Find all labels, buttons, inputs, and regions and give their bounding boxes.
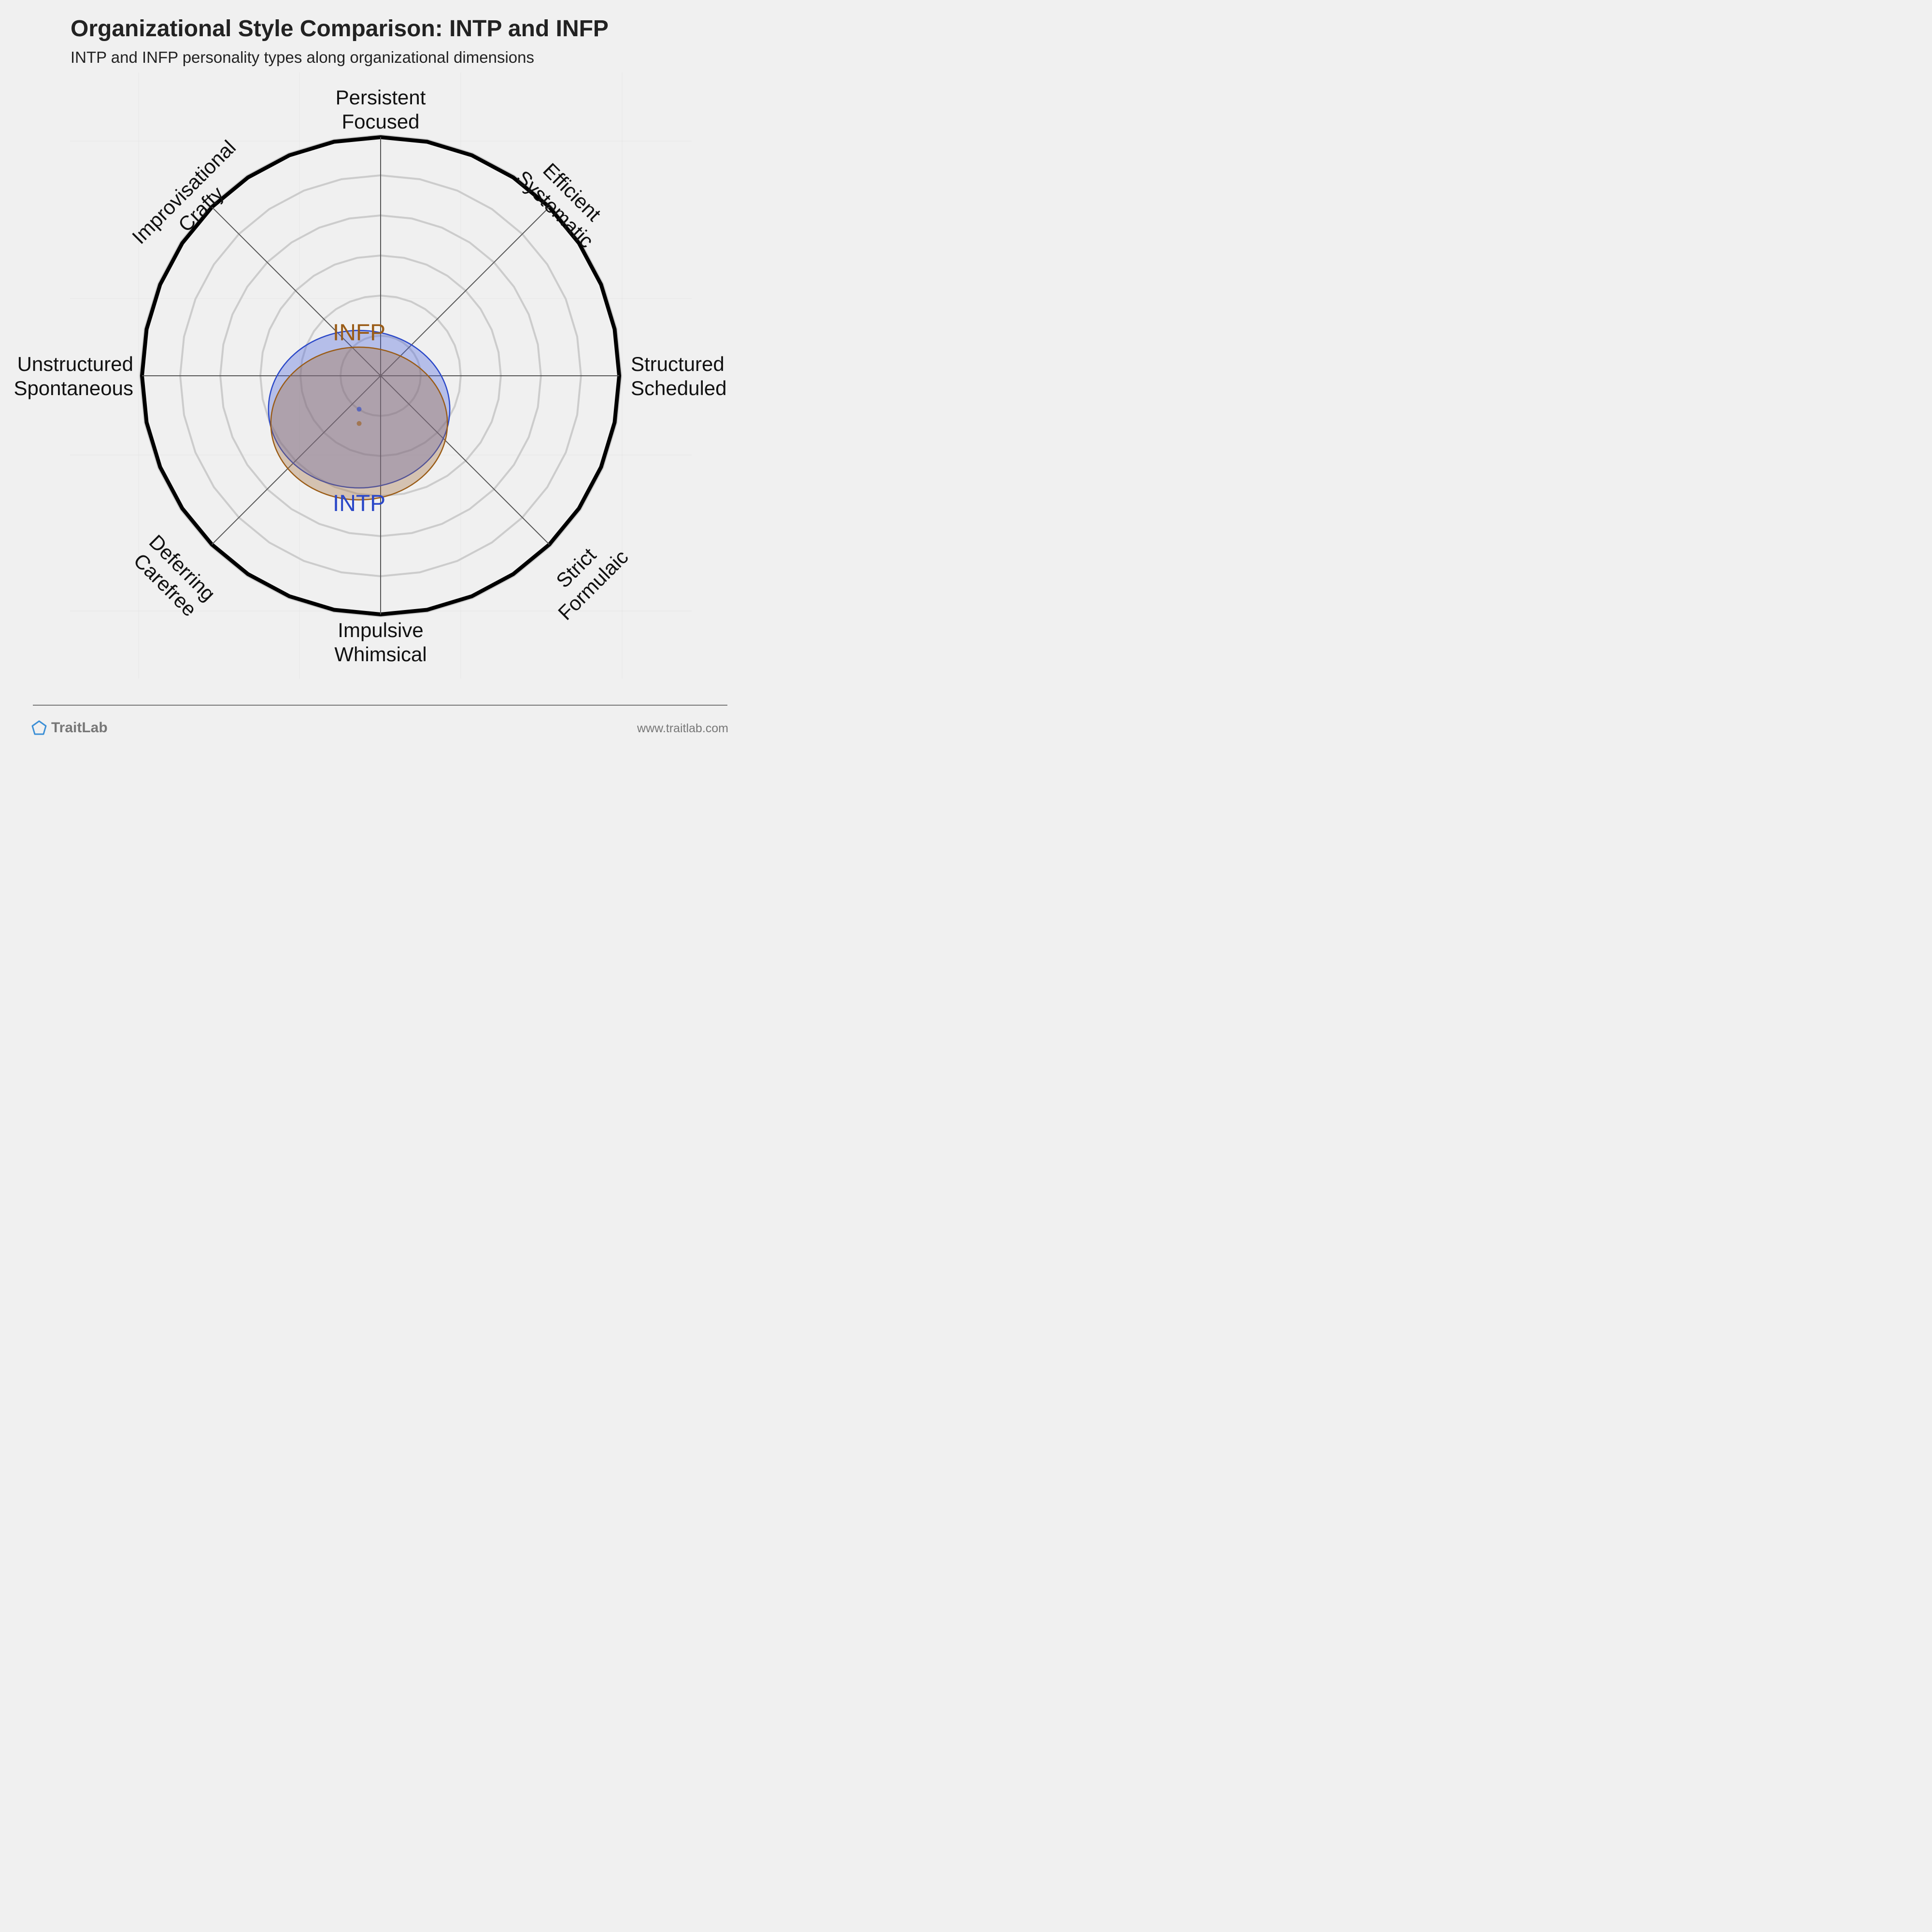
radar-spoke — [211, 206, 550, 545]
axis-label-line: Impulsive — [338, 619, 423, 641]
center-intp — [356, 407, 362, 412]
axis-label-line: Scheduled — [631, 377, 727, 399]
radar-spokes — [142, 137, 619, 614]
type-label-intp: INTP — [333, 491, 385, 516]
footer-divider — [33, 705, 727, 706]
axis-label-line: Unstructured — [17, 353, 133, 375]
axis-label-line: Whimsical — [334, 643, 426, 666]
chart-title: Organizational Style Comparison: INTP an… — [71, 16, 609, 42]
type-regions — [268, 329, 451, 501]
pentagon-icon — [31, 720, 47, 735]
type-label-infp: INFP — [333, 320, 385, 346]
type-labels: INTP INFP — [333, 320, 385, 516]
brand[interactable]: TraitLab — [31, 720, 108, 736]
website-url[interactable]: www.traitlab.com — [637, 722, 728, 735]
brand-name: TraitLab — [51, 720, 108, 736]
axis-label-line: Improvisational — [128, 136, 240, 248]
axis-label-line: Focused — [341, 110, 419, 133]
axis-label-line: Spontaneous — [14, 377, 133, 399]
axis-label-line: Structured — [631, 353, 724, 375]
axis-label-line: Persistent — [336, 86, 426, 109]
chart-subtitle: INTP and INFP personality types along or… — [71, 48, 534, 66]
center-infp — [356, 421, 362, 426]
